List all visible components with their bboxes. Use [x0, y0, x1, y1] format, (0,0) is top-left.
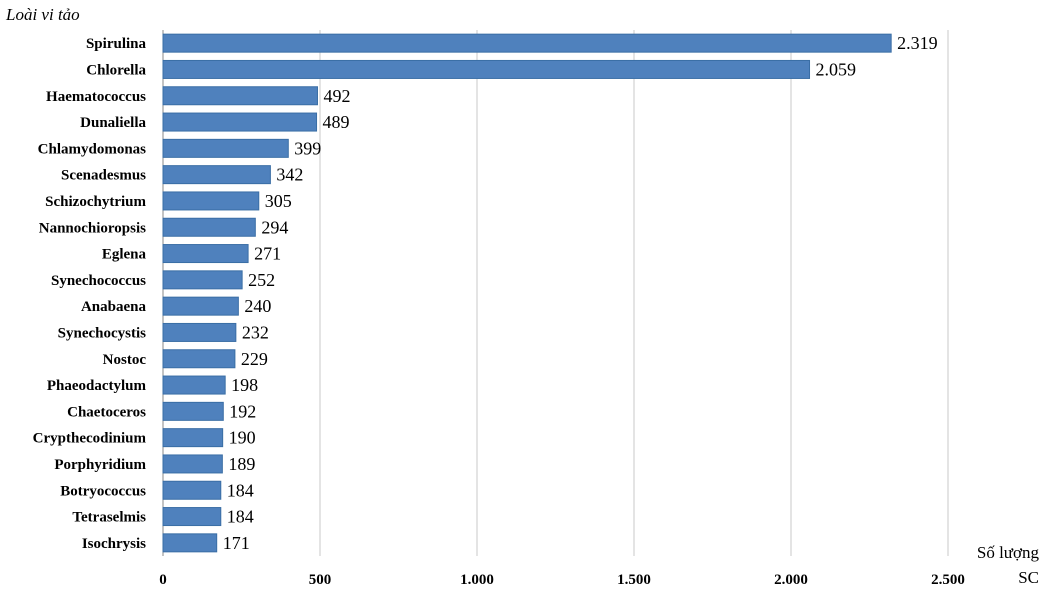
value-label: 189 [228, 454, 255, 474]
category-label: Chaetoceros [67, 404, 146, 420]
value-label: 2.059 [816, 59, 857, 79]
category-label: Synechocystis [58, 325, 147, 341]
y-axis-title: Loài vi tảo [5, 5, 80, 24]
x-tick-label: 2.000 [774, 572, 808, 588]
bars [162, 33, 892, 553]
bar [162, 270, 243, 290]
x-tick-label: 1.000 [460, 572, 494, 588]
bar [162, 112, 318, 132]
x-axis-title-line1: Số lượng [977, 543, 1040, 562]
bar [162, 428, 224, 448]
value-label: 489 [323, 112, 350, 132]
value-label: 399 [294, 138, 321, 158]
bar [162, 507, 222, 527]
bar [162, 454, 223, 474]
value-label: 2.319 [897, 33, 938, 53]
value-label: 229 [241, 349, 268, 369]
x-tick-labels: 0 500 1.000 1.500 2.000 2.500 [159, 572, 965, 588]
value-label: 198 [231, 375, 258, 395]
bar [162, 59, 811, 79]
bar [162, 296, 239, 316]
value-label: 190 [229, 428, 256, 448]
category-label: Nostoc [103, 352, 147, 368]
category-label: Haematococcus [46, 89, 146, 105]
category-labels: Spirulina Chlorella Haematococcus Dunaliell… [33, 36, 147, 552]
category-label: Isochrysis [82, 536, 146, 552]
category-label: Chlamydomonas [38, 141, 147, 157]
value-label: 271 [254, 244, 281, 264]
value-label: 232 [242, 322, 269, 342]
bar [162, 322, 237, 342]
category-label: Botryococcus [60, 483, 146, 499]
category-label: Spirulina [86, 36, 147, 52]
value-label: 492 [323, 86, 350, 106]
bar [162, 349, 236, 369]
bar [162, 375, 226, 395]
category-label: Tetraselmis [72, 510, 146, 526]
x-axis-title-line2: SC [1018, 568, 1039, 587]
category-label: Dunaliella [80, 115, 146, 131]
bar [162, 33, 892, 53]
x-tick-label: 2.500 [931, 572, 965, 588]
value-label: 252 [248, 270, 275, 290]
category-label: Crypthecodinium [33, 431, 147, 447]
bar [162, 165, 271, 185]
value-label: 192 [229, 401, 256, 421]
bar [162, 217, 256, 237]
bar [162, 138, 289, 158]
category-label: Scenadesmus [61, 168, 146, 184]
category-label: Nannochioropsis [39, 220, 146, 236]
gridlines [162, 30, 949, 556]
bar [162, 244, 249, 264]
value-label: 305 [265, 191, 292, 211]
category-label: Chlorella [86, 62, 146, 78]
bar [162, 86, 318, 106]
value-label: 240 [244, 296, 271, 316]
x-tick-label: 1.500 [617, 572, 651, 588]
bar [162, 191, 260, 211]
x-tick-label: 0 [159, 572, 167, 588]
category-label: Phaeodactylum [47, 378, 147, 394]
value-label: 184 [227, 480, 254, 500]
bar [162, 533, 218, 553]
x-tick-label: 500 [309, 572, 332, 588]
value-label: 342 [276, 165, 303, 185]
category-label: Synechococcus [51, 273, 146, 289]
category-label: Porphyridium [54, 457, 146, 473]
category-label: Eglena [102, 247, 147, 263]
value-label: 184 [227, 507, 254, 527]
category-label: Schizochytrium [45, 194, 146, 210]
value-label: 294 [261, 217, 288, 237]
bar [162, 401, 224, 421]
value-label: 171 [223, 533, 250, 553]
bar [162, 480, 222, 500]
category-label: Anabaena [81, 299, 147, 315]
